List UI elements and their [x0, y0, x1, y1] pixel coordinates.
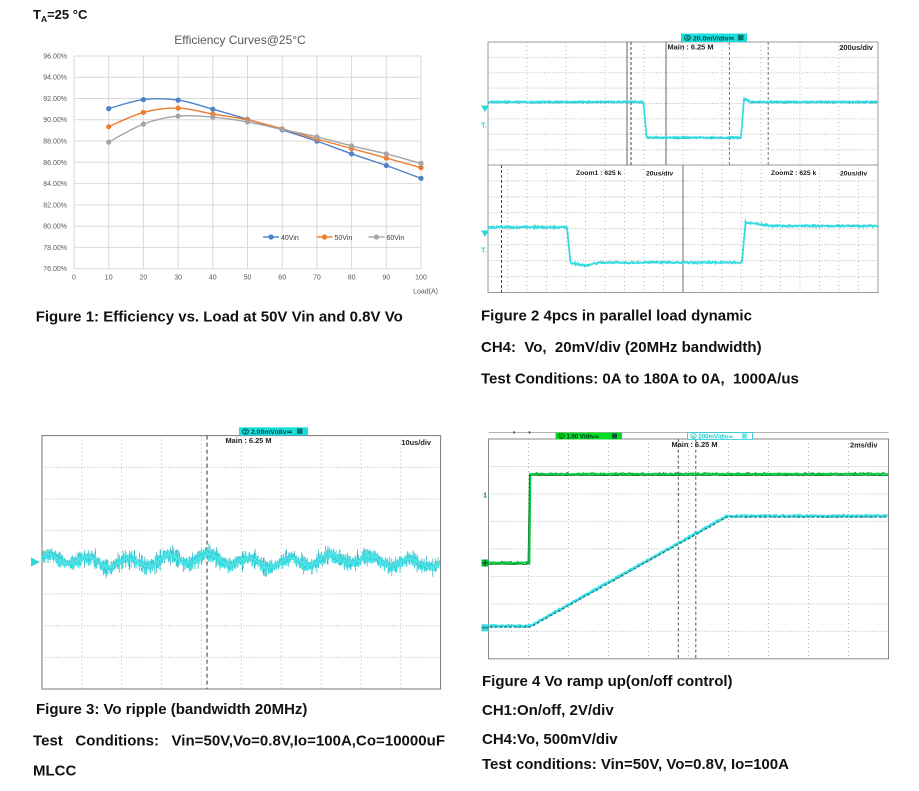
- svg-text:30: 30: [174, 275, 182, 282]
- svg-text:20us/div: 20us/div: [840, 171, 867, 178]
- svg-text:CH4: Vo, 20mV/div (20MHz ban: CH4: Vo, 20mV/div (20MHz bandwidth): [481, 339, 762, 356]
- svg-text:82.00%: 82.00%: [43, 202, 67, 209]
- svg-text:90: 90: [382, 275, 390, 282]
- svg-text:CH4:Vo, 500mV/div: CH4:Vo, 500mV/div: [482, 731, 618, 748]
- svg-text:20.0mV/div≃: 20.0mV/div≃: [693, 35, 735, 42]
- svg-text:Test Conditions: Vin=50V,V: Test Conditions: Vin=50V,Vo=0.8V,Io=100A…: [33, 733, 445, 750]
- svg-text:Figure 1: Efficiency vs. Load: Figure 1: Efficiency vs. Load at 50V Vin…: [36, 309, 403, 326]
- svg-text:10: 10: [105, 275, 113, 282]
- svg-text:4: 4: [692, 434, 695, 440]
- svg-text:78.00%: 78.00%: [43, 245, 67, 252]
- svg-text:Main : 6.25 M: Main : 6.25 M: [668, 43, 714, 52]
- svg-text:80: 80: [348, 275, 356, 282]
- svg-text:84.00%: 84.00%: [43, 181, 67, 188]
- svg-text:4: 4: [686, 36, 689, 42]
- svg-text:76.00%: 76.00%: [43, 266, 67, 273]
- svg-text:Load(A): Load(A): [413, 289, 438, 296]
- svg-text:60: 60: [278, 275, 286, 282]
- svg-text:200us/div: 200us/div: [839, 43, 874, 52]
- svg-text:Figure 2 4pcs in parallel load: Figure 2 4pcs in parallel load dynamic: [481, 308, 752, 325]
- svg-text:T.: T.: [481, 121, 487, 130]
- svg-text:100: 100: [415, 275, 427, 282]
- svg-text:92.00%: 92.00%: [43, 96, 67, 103]
- svg-text:20: 20: [140, 275, 148, 282]
- svg-text:1.00 V/div≃: 1.00 V/div≃: [567, 435, 600, 441]
- svg-text:200mV/div≃: 200mV/div≃: [699, 435, 734, 441]
- svg-text:0: 0: [72, 275, 76, 282]
- svg-text:Main : 6.25 M: Main : 6.25 M: [672, 440, 718, 449]
- svg-text:Figure 3: Vo ripple (bandwidth: Figure 3: Vo ripple (bandwidth 20MHz): [36, 701, 307, 718]
- svg-text:80.00%: 80.00%: [43, 224, 67, 231]
- svg-text:T.: T.: [481, 246, 487, 255]
- svg-text:Test conditions: Vin=50V, Vo=0: Test conditions: Vin=50V, Vo=0.8V, Io=10…: [482, 756, 789, 773]
- svg-text:2.00mV/div≃: 2.00mV/div≃: [251, 429, 293, 436]
- svg-text:Efficiency Curves@25°C: Efficiency Curves@25°C: [174, 33, 306, 47]
- svg-text:Main : 6.25 M: Main : 6.25 M: [226, 436, 272, 445]
- svg-text:CH1:On/off, 2V/div: CH1:On/off, 2V/div: [482, 702, 614, 719]
- svg-text:10us/div: 10us/div: [401, 438, 431, 447]
- svg-text:2: 2: [244, 430, 247, 436]
- svg-text:Test Conditions: 0A to 180A to: Test Conditions: 0A to 180A to 0A, 1000A…: [481, 371, 799, 388]
- svg-text:Zoom1 : 625 k: Zoom1 : 625 k: [576, 170, 622, 177]
- svg-text:1: 1: [560, 434, 563, 440]
- svg-text:50Vin: 50Vin: [335, 235, 353, 242]
- svg-text:1: 1: [483, 491, 487, 500]
- svg-text:40Vin: 40Vin: [281, 235, 299, 242]
- svg-text:20us/div: 20us/div: [646, 171, 673, 178]
- svg-text:90.00%: 90.00%: [43, 117, 67, 124]
- svg-text:50: 50: [244, 275, 252, 282]
- svg-text:88.00%: 88.00%: [43, 139, 67, 146]
- svg-text:MLCC: MLCC: [33, 763, 76, 780]
- svg-text:Zoom2 : 625 k: Zoom2 : 625 k: [771, 170, 817, 177]
- svg-text:60Vin: 60Vin: [387, 235, 405, 242]
- svg-text:94.00%: 94.00%: [43, 75, 67, 82]
- svg-text:TA=25 °C: TA=25 °C: [33, 7, 88, 24]
- svg-text:Figure 4 Vo ramp up(on/off con: Figure 4 Vo ramp up(on/off control): [482, 673, 733, 690]
- svg-text:40: 40: [209, 275, 217, 282]
- svg-text:2ms/div: 2ms/div: [850, 441, 878, 450]
- svg-text:96.00%: 96.00%: [43, 53, 67, 60]
- svg-text:70: 70: [313, 275, 321, 282]
- svg-text:86.00%: 86.00%: [43, 160, 67, 167]
